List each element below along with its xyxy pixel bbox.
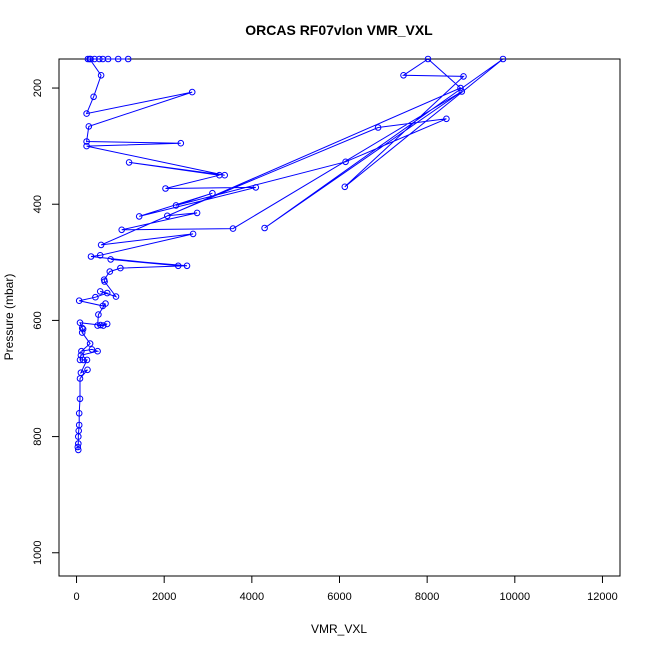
data-point <box>101 278 108 285</box>
y-tick-label: 1000 <box>32 541 44 565</box>
data-point <box>88 346 96 353</box>
data-point <box>86 55 93 63</box>
y-axis: 200 400 600 800 1000 <box>32 79 60 565</box>
data-point <box>91 55 98 63</box>
data-point <box>96 288 104 295</box>
data-point <box>78 347 85 355</box>
y-axis-label: Pressure (mbar) <box>2 274 16 361</box>
data-point <box>103 289 111 297</box>
data-point <box>83 356 91 364</box>
data-point <box>177 139 185 147</box>
data-point <box>76 395 84 403</box>
x-axis-label: VMR_VXL <box>311 622 367 636</box>
data-point <box>75 433 82 440</box>
data-point <box>79 325 87 333</box>
x-tick-label: 6000 <box>327 591 351 603</box>
data-point <box>189 230 197 238</box>
data-point <box>97 241 105 249</box>
data-point <box>95 311 102 318</box>
data-point <box>103 320 111 328</box>
data-point <box>252 184 260 191</box>
x-tick-label: 0 <box>73 591 79 603</box>
data-series <box>74 55 507 454</box>
data-point <box>117 264 124 272</box>
data-point <box>424 55 432 63</box>
data-point <box>74 443 82 451</box>
data-point <box>100 322 107 329</box>
data-point <box>76 319 84 327</box>
data-point <box>107 256 114 263</box>
data-point <box>83 142 90 150</box>
data-point <box>83 138 90 145</box>
data-point <box>94 347 101 355</box>
data-point <box>457 84 464 92</box>
data-point <box>499 55 507 63</box>
data-point <box>106 268 114 275</box>
data-point <box>112 293 120 300</box>
data-point <box>174 262 182 270</box>
data-point <box>188 88 196 96</box>
data-point <box>374 124 382 131</box>
data-point <box>83 110 90 117</box>
data-point <box>76 356 84 364</box>
data-point <box>400 72 407 79</box>
plot-area <box>74 55 507 454</box>
data-point <box>261 224 268 232</box>
data-point <box>78 329 86 336</box>
data-point <box>96 55 103 63</box>
data-point <box>209 189 216 197</box>
x-tick-label: 10000 <box>500 591 531 603</box>
data-point <box>124 55 132 63</box>
data-point <box>125 159 133 166</box>
data-point <box>164 212 171 220</box>
x-tick-label: 2000 <box>152 591 176 603</box>
x-tick-label: 12000 <box>587 591 618 603</box>
data-point <box>102 300 109 307</box>
y-tick-label: 400 <box>32 195 44 213</box>
data-point <box>162 185 169 192</box>
data-point <box>229 225 237 232</box>
data-point <box>114 55 122 63</box>
data-point <box>99 55 107 63</box>
y-tick-label: 800 <box>32 427 44 445</box>
data-point <box>75 446 82 454</box>
data-point <box>87 253 95 260</box>
data-point <box>443 115 450 123</box>
data-point <box>97 72 105 79</box>
data-point <box>97 321 104 329</box>
x-tick-label: 4000 <box>240 591 264 603</box>
data-point <box>135 213 143 220</box>
data-point <box>341 183 349 191</box>
data-point <box>460 73 467 80</box>
data-point <box>458 88 466 95</box>
data-point <box>78 324 86 332</box>
data-point <box>84 55 92 63</box>
data-point <box>183 262 191 270</box>
x-tick-label: 8000 <box>415 591 439 603</box>
data-point <box>92 293 99 301</box>
data-point <box>90 93 97 101</box>
chart-title: ORCAS RF07vlon VMR_VXL <box>245 22 433 38</box>
data-point <box>172 202 180 209</box>
data-point <box>79 356 87 364</box>
data-point <box>85 123 93 130</box>
data-point <box>342 158 349 166</box>
data-point <box>75 297 83 305</box>
data-point <box>86 340 94 347</box>
data-point <box>84 366 91 374</box>
data-point <box>193 209 201 217</box>
data-point <box>216 171 223 179</box>
y-tick-label: 200 <box>32 79 44 97</box>
data-point <box>96 252 104 259</box>
data-point <box>118 226 125 234</box>
data-point <box>75 410 83 417</box>
data-point <box>75 440 82 447</box>
x-axis: 0 2000 4000 6000 8000 10000 12000 <box>73 575 618 603</box>
y-tick-label: 600 <box>32 311 44 329</box>
data-point <box>76 375 84 382</box>
